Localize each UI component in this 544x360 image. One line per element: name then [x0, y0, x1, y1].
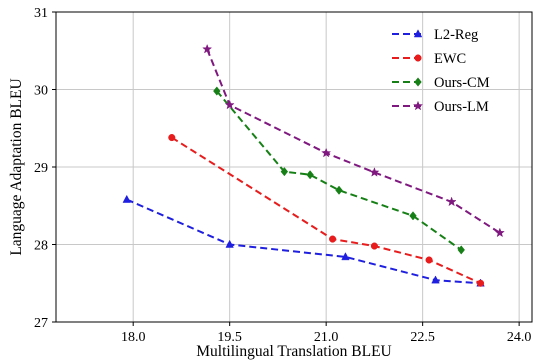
legend-label: Ours-LM: [434, 99, 489, 115]
data-point: [306, 170, 314, 180]
y-axis-label: Language Adaptation BLEU: [8, 78, 25, 255]
data-point: [457, 245, 465, 255]
data-point: [446, 196, 457, 207]
x-tick-label: 22.5: [410, 330, 435, 345]
data-point: [224, 99, 235, 110]
y-tick-label: 28: [34, 239, 48, 254]
y-tick-label: 27: [34, 316, 48, 331]
series-group: [122, 43, 505, 287]
legend-marker: [412, 100, 424, 111]
data-point: [369, 167, 380, 177]
legend-label: EWC: [434, 51, 466, 67]
axis-ticks: 18.0 19.5 21.0 22.5 24.0 27 28 29 30 31: [34, 6, 531, 345]
y-tick-label: 30: [34, 84, 48, 99]
data-point: [341, 252, 350, 261]
data-point: [168, 134, 176, 142]
data-point: [321, 147, 332, 158]
series-line: [126, 198, 481, 285]
series-l2-reg: [122, 194, 485, 287]
x-tick-label: 18.0: [121, 330, 146, 345]
y-tick-label: 31: [34, 6, 48, 21]
data-point: [225, 239, 234, 248]
x-axis-label: Multilingual Translation BLEU: [196, 343, 391, 360]
data-point: [425, 256, 433, 264]
legend-item: Ours-CM: [392, 75, 490, 91]
legend-item: Ours-LM: [392, 99, 489, 115]
data-point: [370, 242, 378, 250]
x-tick-label: 24.0: [507, 330, 532, 345]
legend-marker: [414, 54, 422, 62]
data-point: [335, 185, 343, 195]
legend-marker: [414, 77, 422, 87]
series-ours-cm: [213, 86, 465, 255]
legend: L2-Reg EWC Ours-CM Ours-LM: [392, 27, 490, 115]
legend-item: EWC: [392, 51, 466, 67]
legend-marker: [413, 29, 423, 38]
legend-item: L2-Reg: [392, 27, 478, 43]
data-point: [329, 235, 337, 243]
x-tick-label: 19.5: [217, 330, 242, 345]
series-line: [216, 90, 462, 251]
data-point: [409, 211, 417, 221]
legend-label: L2-Reg: [434, 27, 478, 43]
series-line: [206, 48, 501, 234]
y-tick-label: 29: [34, 161, 48, 176]
series-ewc: [168, 134, 485, 287]
data-point: [476, 279, 485, 287]
series-ours-lm: [202, 43, 505, 238]
data-point: [202, 43, 213, 54]
data-point: [494, 227, 505, 238]
x-tick-label: 21.0: [314, 330, 339, 345]
data-point: [213, 86, 221, 96]
data-point: [122, 194, 131, 203]
legend-label: Ours-CM: [434, 75, 490, 91]
data-point: [280, 167, 289, 177]
data-point: [431, 275, 440, 284]
